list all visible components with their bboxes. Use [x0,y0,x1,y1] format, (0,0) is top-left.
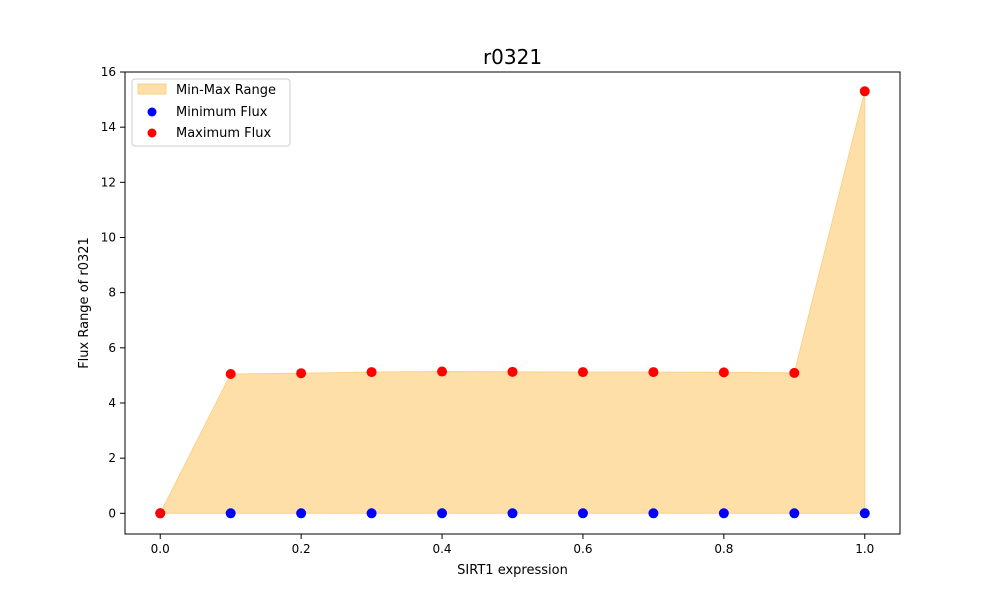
maximum-flux-point [296,368,307,379]
y-tick-label: 14 [101,120,116,134]
minimum-flux-point [859,508,870,519]
y-tick-label: 4 [108,396,116,410]
minimum-flux-point [507,508,518,519]
minimum-flux-point [296,508,307,519]
maximum-flux-point [507,366,518,377]
y-axis-label: Flux Range of r0321 [77,237,92,369]
x-tick-label: 0.0 [151,542,170,556]
y-tick-label: 2 [108,451,116,465]
y-tick-label: 16 [101,65,116,79]
axes-frame [124,71,901,535]
minimum-flux-point [648,508,659,519]
x-tick-label: 1.0 [855,542,874,556]
maximum-flux-point [225,369,236,380]
legend-swatch-min-max-range [137,83,167,95]
minimum-flux-point [366,508,377,519]
maximum-flux-point [789,367,800,378]
x-tick-label: 0.8 [714,542,733,556]
x-axis-label: SIRT1 expression [457,563,568,578]
plot-area [155,86,870,519]
legend-box [131,78,291,147]
minimum-flux-point [225,508,236,519]
maximum-flux-point [648,367,659,378]
maximum-flux-point [366,367,377,378]
x-tick-label: 0.6 [573,542,592,556]
y-tick-label: 0 [108,506,116,520]
maximum-flux-point [859,86,870,97]
legend-label-maximum-flux: Maximum Flux [176,126,272,141]
maximum-flux-point [577,367,588,378]
minimum-flux-point [437,508,448,519]
y-tick-label: 6 [108,341,116,355]
y-tick-label: 10 [101,230,116,244]
maximum-flux-point [155,508,166,519]
y-tick-label: 12 [101,175,116,189]
maximum-flux-point [718,367,729,378]
minimum-flux-point [718,508,729,519]
x-tick-label: 0.2 [292,542,311,556]
maximum-flux-point [437,366,448,377]
legend: Min-Max Range Minimum Flux Maximum Flux [131,78,291,147]
legend-marker-maximum-flux [147,128,157,138]
legend-marker-minimum-flux [147,107,157,117]
minimum-flux-point [577,508,588,519]
min-max-range-area [159,91,866,514]
chart-title: r0321 [483,45,542,69]
legend-label-minimum-flux: Minimum Flux [176,105,268,120]
x-axis: 0.0 0.2 0.4 0.6 0.8 1.0 [151,534,874,556]
minimum-flux-point [789,508,800,519]
legend-label-min-max-range: Min-Max Range [176,83,276,98]
y-axis: 0 2 4 6 8 10 12 14 16 [101,65,125,520]
x-tick-label: 0.4 [432,542,451,556]
y-tick-label: 8 [108,286,116,300]
